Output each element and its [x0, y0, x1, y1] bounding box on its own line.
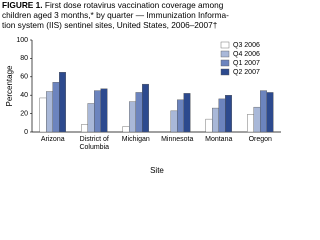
bar [46, 91, 53, 133]
title-line: children aged 3 months,* by quarter — Im… [2, 10, 229, 20]
bar [253, 106, 261, 133]
title-line: First dose rotavirus vaccination coverag… [45, 0, 224, 10]
bar [122, 126, 130, 133]
legend-swatch [220, 41, 230, 49]
x-tick-label: Arizona [40, 136, 65, 143]
bar [225, 94, 232, 133]
bar [94, 90, 101, 133]
bar [129, 101, 136, 133]
legend-label: Q4 2006 [233, 51, 260, 58]
bar [177, 99, 184, 133]
chart: FIGURE 1. First dose rotavirus vaccinati… [2, 0, 281, 175]
bar [52, 82, 60, 133]
x-axis-label: Site [150, 166, 164, 175]
bar [183, 93, 191, 133]
x-tick-label: Michigan [121, 136, 150, 143]
bar [135, 92, 143, 133]
y-tick-label: 0 [24, 129, 28, 136]
bar [212, 107, 219, 133]
bar [142, 83, 149, 133]
x-tick-label: Montana [205, 136, 233, 143]
legend-swatch [220, 59, 230, 67]
legend-label: Q1 2007 [233, 60, 260, 67]
title-line: tion system (IIS) sentinel sites, United… [2, 20, 218, 30]
page: FIGURE 1. First dose rotavirus vaccinati… [2, 0, 281, 175]
bar [39, 97, 47, 133]
bar [218, 98, 226, 133]
bar [260, 90, 267, 133]
y-tick-label: 20 [20, 110, 28, 117]
legend-swatch [220, 68, 230, 76]
bar [247, 114, 254, 133]
y-tick-label: 80 [20, 55, 28, 62]
title: FIGURE 1. First dose rotavirus vaccinati… [2, 0, 224, 10]
y-axis-label: Percentage [5, 65, 14, 106]
x-tick-label: Minnesota [161, 136, 194, 143]
y-tick-label: 40 [20, 92, 28, 99]
y-tick-label: 100 [16, 37, 28, 44]
y-tick-label: 60 [20, 74, 28, 81]
bar [205, 118, 213, 133]
bar [81, 124, 88, 133]
bar [170, 110, 178, 133]
bar [266, 92, 274, 133]
legend-swatch [220, 50, 230, 58]
x-tick-label: District of Columbia [79, 136, 110, 151]
bar [100, 88, 108, 133]
figure-label: FIGURE 1. [2, 0, 43, 10]
x-tick-label: Oregon [248, 136, 272, 143]
legend-label: Q3 2006 [233, 42, 260, 49]
legend-label: Q2 2007 [233, 69, 260, 76]
bar [87, 103, 95, 133]
bar [59, 71, 66, 133]
